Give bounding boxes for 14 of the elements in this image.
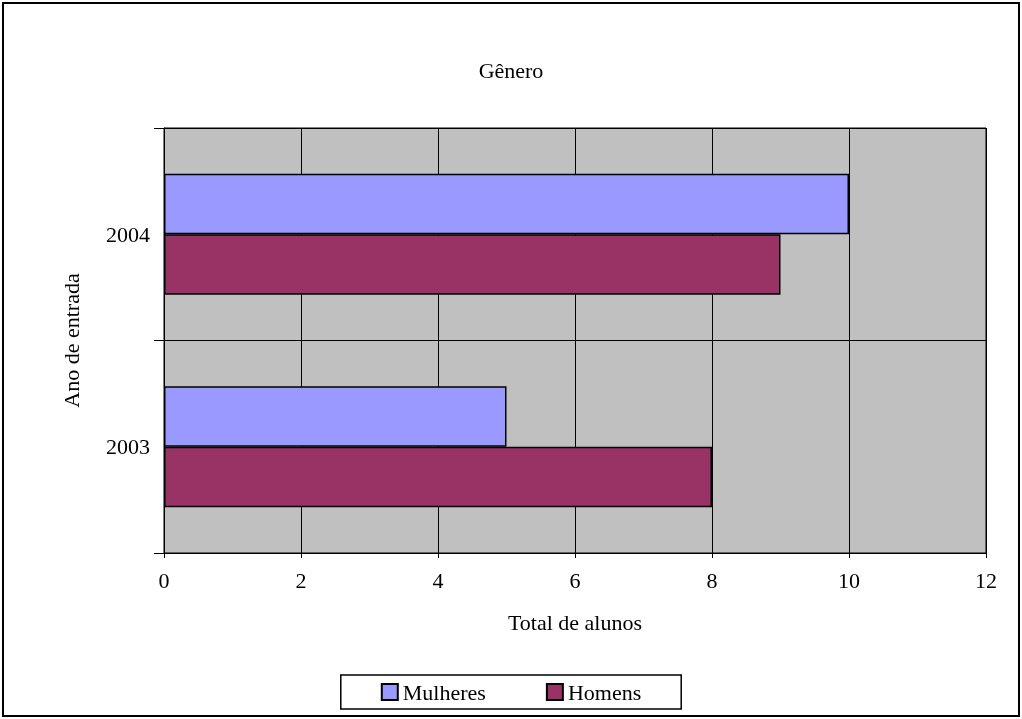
x-tick-label: 0 xyxy=(158,567,170,593)
chart-title: Gênero xyxy=(478,57,544,83)
x-tick-label: 4 xyxy=(432,567,444,593)
x-axis-title: Total de alunos xyxy=(507,609,643,635)
legend-label: Homens xyxy=(567,679,642,705)
y-tick-label: 2004 xyxy=(106,221,150,247)
x-tick-label: 12 xyxy=(975,567,997,593)
y-tick-label: 2003 xyxy=(106,434,150,460)
x-tick-label: 2 xyxy=(295,567,307,593)
y-axis-title: Ano de entrada xyxy=(58,273,84,408)
x-tick-label: 10 xyxy=(838,567,860,593)
x-tick-label: 8 xyxy=(706,567,718,593)
legend-label: Mulheres xyxy=(402,679,486,705)
x-tick-label: 6 xyxy=(569,567,581,593)
